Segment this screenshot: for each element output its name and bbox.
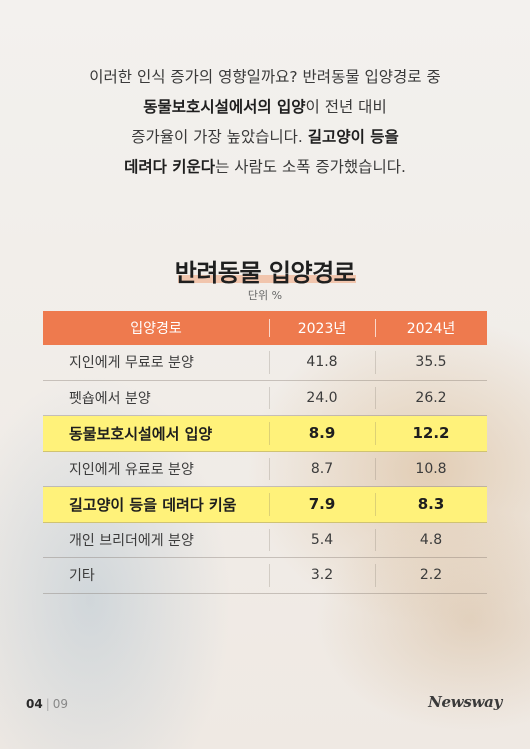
row-2024-value: 26.2 (375, 381, 487, 416)
header-2024: 2024년 (375, 311, 487, 345)
row-2023-value: 8.7 (269, 452, 375, 487)
intro-line-4: 데려다 키운다는 사람도 소폭 증가했습니다. (0, 152, 530, 182)
adoption-table: 입양경로 2023년 2024년 지인에게 무료로 분양 41.8 35.5 펫… (43, 311, 487, 594)
row-2023-value: 3.2 (269, 558, 375, 593)
intro-paragraph: 이러한 인식 증가의 영향일까요? 반려동물 입양경로 중 동물보호시설에서의 … (0, 62, 530, 182)
row-label: 펫숍에서 분양 (69, 390, 151, 407)
row-2024-value: 12.2 (375, 416, 487, 451)
row-2024-value: 35.5 (375, 345, 487, 380)
title-underline (178, 275, 356, 283)
header-route: 입양경로 (130, 321, 182, 337)
table-header-row: 입양경로 2023년 2024년 (43, 311, 487, 345)
page-total: 09 (52, 697, 69, 711)
table-row: 펫숍에서 분양 24.0 26.2 (43, 381, 487, 416)
row-label: 지인에게 유료로 분양 (69, 461, 194, 478)
row-2023-value: 24.0 (269, 381, 375, 416)
row-2023-value: 41.8 (269, 345, 375, 380)
row-label: 동물보호시설에서 입양 (69, 424, 213, 443)
table-title: 반려동물 입양경로 (174, 259, 356, 287)
newsway-logo: Newsway (428, 693, 502, 711)
row-2024-value: 4.8 (375, 523, 487, 558)
row-2023-value: 5.4 (269, 523, 375, 558)
page-separator: | (45, 697, 50, 711)
row-2024-value: 8.3 (375, 487, 487, 522)
header-2023: 2023년 (269, 311, 375, 345)
table-row: 지인에게 유료로 분양 8.7 10.8 (43, 452, 487, 487)
intro-line-1: 이러한 인식 증가의 영향일까요? 반려동물 입양경로 중 (89, 68, 441, 86)
row-2023-value: 8.9 (269, 416, 375, 451)
row-2024-value: 10.8 (375, 452, 487, 487)
row-label: 지인에게 무료로 분양 (69, 355, 194, 372)
table-row: 개인 브리더에게 분양 5.4 4.8 (43, 523, 487, 558)
table-row-highlighted: 동물보호시설에서 입양 8.9 12.2 (43, 416, 487, 452)
table-row-highlighted: 길고양이 등을 데려다 키움 7.9 8.3 (43, 487, 487, 523)
intro-line-3-rest: 증가율이 가장 높았습니다. (131, 128, 308, 146)
row-label: 개인 브리더에게 분양 (69, 532, 194, 549)
row-label: 기타 (69, 568, 95, 585)
row-2024-value: 2.2 (375, 558, 487, 593)
page-current: 04 (26, 697, 43, 711)
intro-line-2: 동물보호시설에서의 입양이 전년 대비 (0, 92, 530, 122)
intro-highlight-shelter: 동물보호시설에서의 입양 (143, 98, 306, 116)
intro-highlight-stray: 길고양이 등을 (307, 128, 399, 146)
table-unit: 단위 % (247, 289, 283, 302)
table-row: 기타 3.2 2.2 (43, 558, 487, 594)
table-row: 지인에게 무료로 분양 41.8 35.5 (43, 345, 487, 381)
intro-highlight-raise: 데려다 키운다 (124, 158, 216, 176)
row-2023-value: 7.9 (269, 487, 375, 522)
page-indicator: 04 | 09 (26, 697, 68, 711)
intro-line-4-rest: 는 사람도 소폭 증가했습니다. (215, 158, 406, 176)
intro-line-2-rest: 이 전년 대비 (305, 98, 387, 116)
intro-line-3: 증가율이 가장 높았습니다. 길고양이 등을 (0, 122, 530, 152)
row-label: 길고양이 등을 데려다 키움 (69, 495, 237, 514)
